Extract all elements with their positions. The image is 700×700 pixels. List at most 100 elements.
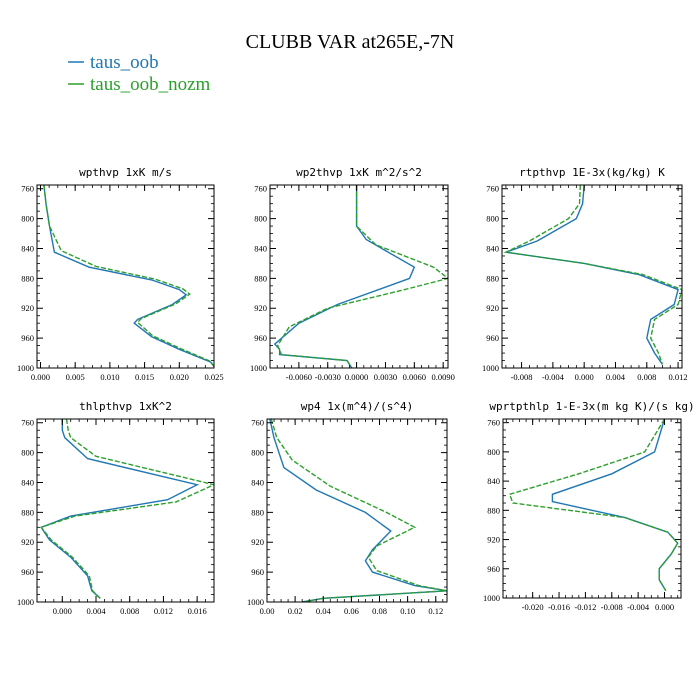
x-tick-label: 0.016: [188, 606, 207, 616]
series-line-taus-oob-nozm: [40, 419, 214, 599]
x-tick-label: -0.016: [548, 602, 570, 612]
y-tick-label: 760: [254, 184, 267, 194]
series-line-taus-oob: [43, 185, 214, 367]
y-tick-label: 840: [21, 243, 34, 253]
x-tick-label: -0.0030: [315, 372, 341, 382]
y-tick-label: 1000: [483, 593, 500, 603]
y-tick-label: 760: [487, 418, 500, 428]
y-tick-label: 880: [486, 273, 499, 283]
panel-frame: [502, 418, 682, 599]
x-tick-label: 0.005: [66, 372, 85, 382]
panel-title: wpthvp 1xK m/s: [79, 166, 172, 179]
y-tick-label: 840: [487, 476, 500, 486]
x-tick-label: 0.04: [316, 606, 332, 616]
series-line-taus-oob: [269, 419, 447, 602]
x-tick-label: 0.12: [428, 606, 443, 616]
y-tick-label: 800: [486, 214, 499, 224]
x-tick-label: 0.000: [575, 372, 594, 382]
y-tick-label: 800: [21, 214, 34, 224]
panel-title: wp4 1x(m^4)/(s^4): [301, 400, 414, 413]
y-tick-label: 960: [487, 564, 500, 574]
x-tick-label: 0.0030: [374, 372, 397, 382]
x-tick-label: 0.008: [120, 606, 139, 616]
figure-title: CLUBB VAR at265E,-7N: [246, 31, 455, 53]
y-tick-label: 800: [21, 448, 34, 458]
x-tick-label: 0.000: [655, 602, 674, 612]
panel-frame: [501, 184, 683, 369]
x-tick-label: 0.000: [53, 606, 72, 616]
y-tick-label: 920: [251, 537, 264, 547]
panel-frame: [269, 184, 449, 369]
x-tick-label: 0.010: [100, 372, 119, 382]
panel-6: wprtpthlp 1-E-3x(m kg K)/(s kg) 760 800 840…: [483, 400, 695, 612]
y-tick-label: 800: [251, 448, 264, 458]
y-tick-label: 760: [21, 418, 34, 428]
y-tick-label: 880: [21, 273, 34, 283]
y-tick-label: 880: [251, 507, 264, 517]
panel-4: thlpthvp 1xK^2 760 800 840 880 920 960 1000 0.00…: [17, 400, 215, 616]
x-tick-label: 0.0000: [345, 372, 368, 382]
x-tick-label: 0.025: [204, 372, 223, 382]
y-tick-label: 800: [487, 447, 500, 457]
panel-frame: [36, 418, 215, 603]
y-tick-label: 1000: [250, 363, 267, 373]
x-tick-label: 0.000: [31, 372, 50, 382]
legend: taus_oob taus_oob_nozm: [68, 52, 211, 95]
panel-title: thlpthvp 1xK^2: [79, 400, 172, 413]
x-tick-label: 0.0060: [403, 372, 426, 382]
panel-3: rtpthvp 1E-3x(kg/kg) K 760 800 840 880 920 960…: [482, 166, 688, 382]
y-tick-label: 960: [251, 567, 264, 577]
series-line-taus-oob-nozm: [508, 419, 679, 592]
y-tick-label: 880: [21, 507, 34, 517]
y-tick-label: 760: [251, 418, 264, 428]
legend-label-taus-oob: taus_oob: [90, 52, 159, 73]
y-tick-label: 920: [486, 303, 499, 313]
panel-title: rtpthvp 1E-3x(kg/kg) K: [519, 166, 665, 179]
panel-1: wpthvp 1xK m/s76080084088092096010000.00…: [17, 166, 224, 382]
x-tick-label: 0.008: [637, 372, 656, 382]
x-tick-label: -0.004: [542, 372, 565, 382]
y-tick-label: 840: [21, 477, 34, 487]
y-tick-label: 920: [21, 537, 34, 547]
x-tick-label: -0.0060: [286, 372, 312, 382]
y-tick-label: 960: [254, 333, 267, 343]
x-tick-label: -0.008: [601, 602, 623, 612]
series-line-taus-oob: [505, 185, 679, 365]
panel-title: wprtpthlp 1-E-3x(m kg K)/(s kg): [489, 400, 694, 413]
x-tick-label: 0.02: [288, 606, 303, 616]
x-tick-label: -0.004: [627, 602, 650, 612]
x-tick-label: 0.0090: [432, 372, 455, 382]
series-line-taus-oob: [40, 419, 200, 599]
y-tick-label: 760: [486, 184, 499, 194]
x-tick-label: 0.10: [400, 606, 415, 616]
x-tick-label: 0.015: [135, 372, 154, 382]
x-tick-label: 0.00: [260, 606, 275, 616]
panel-5: wp4 1x(m^4)/(s^4)76080084088092096010000…: [247, 400, 448, 616]
series-line-taus-oob-nozm: [43, 185, 214, 367]
x-tick-label: -0.012: [574, 602, 596, 612]
panels: wpthvp 1xK m/s76080084088092096010000.00…: [17, 166, 695, 616]
x-tick-label: -0.020: [522, 602, 544, 612]
legend-label-taus-oob-nozm: taus_oob_nozm: [90, 74, 211, 95]
y-tick-label: 920: [487, 535, 500, 545]
y-tick-label: 1000: [17, 597, 34, 607]
x-tick-label: 0.012: [669, 372, 688, 382]
y-tick-label: 840: [486, 243, 499, 253]
x-tick-label: 0.020: [170, 372, 189, 382]
panel-2: wp2thvp 1xK m^2/s^2 760 800 840 880 920 960 100…: [250, 166, 455, 382]
x-tick-label: 0.08: [372, 606, 387, 616]
panel-frame: [266, 418, 448, 603]
x-tick-label: -0.008: [511, 372, 533, 382]
y-tick-label: 1000: [247, 597, 264, 607]
y-tick-label: 1000: [17, 363, 34, 373]
y-tick-label: 920: [254, 303, 267, 313]
x-tick-label: 0.06: [344, 606, 359, 616]
x-tick-label: 0.004: [86, 606, 106, 616]
y-tick-label: 960: [21, 567, 34, 577]
y-tick-label: 1000: [482, 363, 499, 373]
series-line-taus-oob-nozm: [503, 185, 682, 365]
y-tick-label: 840: [251, 477, 264, 487]
series-line-taus-oob-nozm: [270, 419, 447, 602]
panel-frame: [36, 184, 215, 369]
